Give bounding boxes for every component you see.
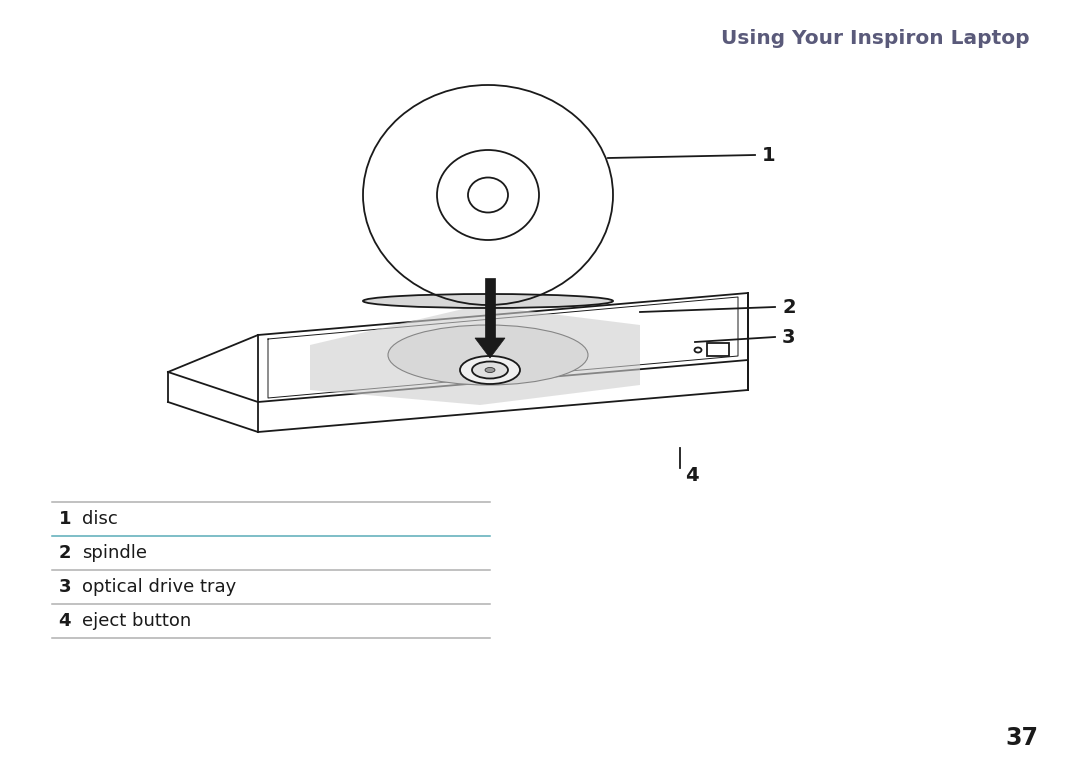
Text: 2: 2 <box>782 297 796 316</box>
Ellipse shape <box>388 325 588 385</box>
Text: 4: 4 <box>58 612 71 630</box>
Ellipse shape <box>485 368 495 372</box>
Text: eject button: eject button <box>82 612 191 630</box>
Polygon shape <box>485 278 495 338</box>
Text: 1: 1 <box>58 510 71 528</box>
Polygon shape <box>475 338 505 358</box>
Ellipse shape <box>472 362 508 378</box>
Text: disc: disc <box>82 510 118 528</box>
Text: Using Your Inspiron Laptop: Using Your Inspiron Laptop <box>721 28 1030 47</box>
Polygon shape <box>310 305 640 405</box>
Text: optical drive tray: optical drive tray <box>82 578 237 596</box>
Text: 37: 37 <box>1005 726 1038 750</box>
Text: 4: 4 <box>685 466 699 485</box>
Text: 3: 3 <box>58 578 71 596</box>
Text: 1: 1 <box>762 146 775 165</box>
Text: spindle: spindle <box>82 544 147 562</box>
Text: 3: 3 <box>782 328 796 346</box>
Ellipse shape <box>460 356 519 384</box>
Ellipse shape <box>363 294 613 308</box>
Text: 2: 2 <box>58 544 71 562</box>
